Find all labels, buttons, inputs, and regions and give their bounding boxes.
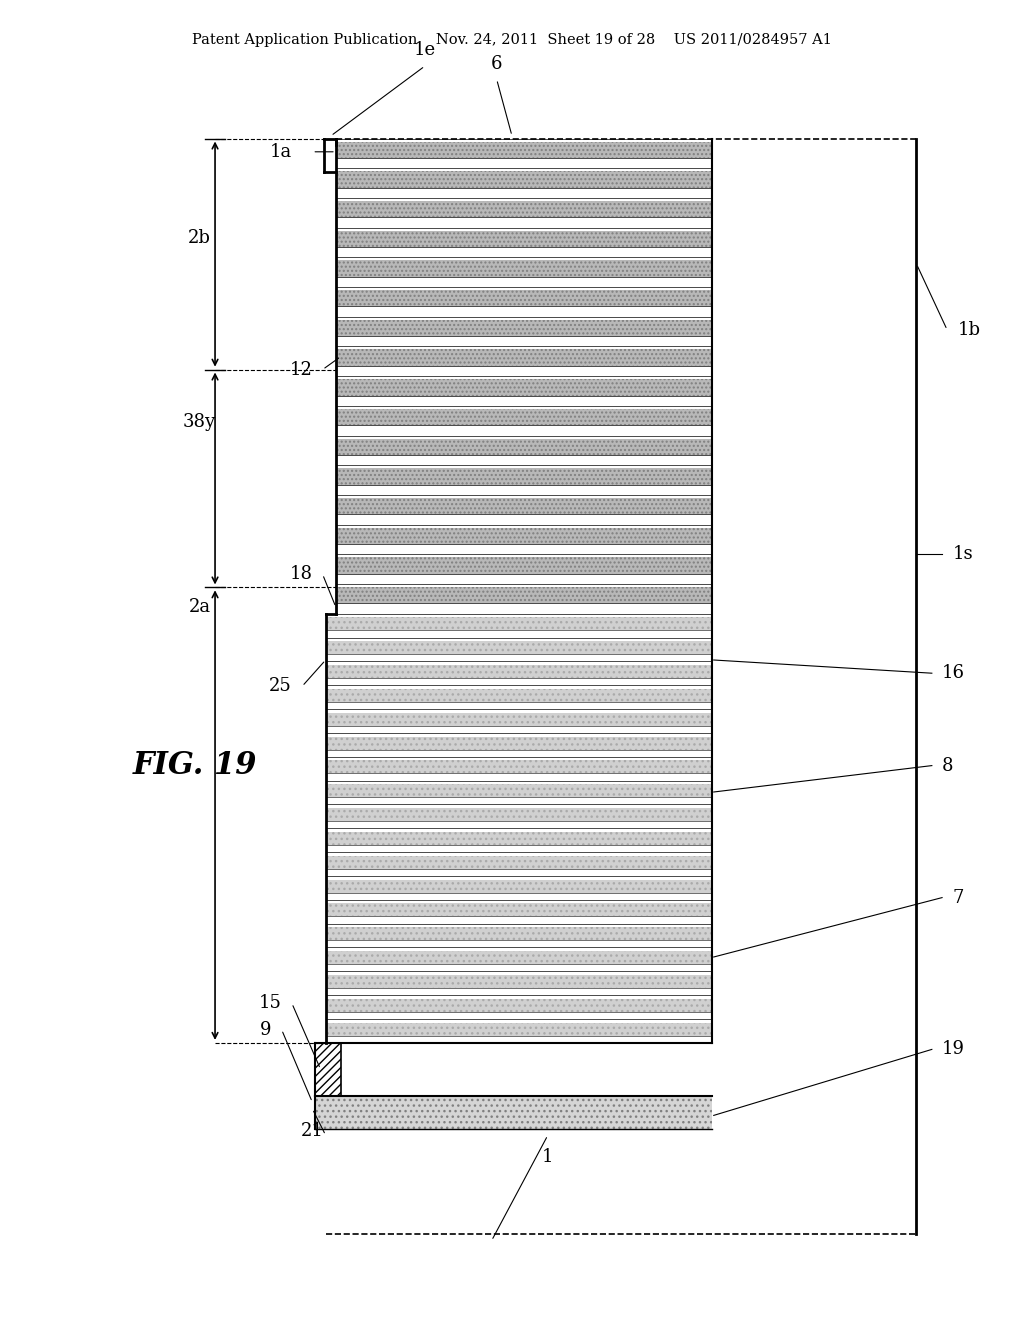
Bar [336,469,712,484]
Bar [326,808,712,821]
Bar [315,1043,341,1096]
Bar [336,141,712,158]
Text: 1b: 1b [957,321,980,339]
Text: 19: 19 [942,1040,965,1059]
Text: 38y: 38y [183,413,216,432]
Bar [336,290,712,306]
Bar [336,587,712,603]
Text: 7: 7 [952,888,964,907]
Text: 8: 8 [942,756,953,775]
Bar [326,737,712,750]
Text: 15: 15 [259,994,282,1012]
Bar [336,172,712,187]
Bar [326,665,712,678]
Text: 12: 12 [290,360,312,379]
Text: 1a: 1a [269,143,292,161]
Bar [326,760,712,774]
Bar [336,528,712,544]
Text: 2a: 2a [188,598,211,616]
Text: 21: 21 [301,1122,324,1140]
Bar [326,642,712,655]
Bar [336,557,712,574]
Bar [326,879,712,892]
Bar [326,999,712,1012]
Bar [326,784,712,797]
Text: Patent Application Publication    Nov. 24, 2011  Sheet 19 of 28    US 2011/02849: Patent Application Publication Nov. 24, … [193,33,831,48]
Text: 6: 6 [490,54,503,73]
Text: 1: 1 [542,1148,554,1167]
Bar [336,379,712,396]
Bar [336,260,712,277]
Text: 25: 25 [269,677,292,696]
Text: 9: 9 [260,1020,271,1039]
Bar [336,350,712,366]
Bar [336,201,712,218]
Bar [326,950,712,964]
Bar [326,927,712,940]
Bar [326,832,712,845]
Bar [336,438,712,455]
Bar [326,689,712,702]
Bar [326,618,712,631]
Bar [336,409,712,425]
Bar [326,713,712,726]
Text: 2b: 2b [188,228,211,247]
Bar [326,1023,712,1036]
Bar [315,1096,712,1129]
Bar [326,855,712,869]
Bar [336,498,712,515]
Text: 18: 18 [290,565,312,583]
Text: 1s: 1s [952,545,973,564]
Bar [336,319,712,337]
Bar [326,975,712,987]
Text: FIG. 19: FIG. 19 [133,750,258,781]
Bar [326,903,712,916]
Text: 1e: 1e [414,41,436,59]
Text: 16: 16 [942,664,965,682]
Bar [336,231,712,247]
